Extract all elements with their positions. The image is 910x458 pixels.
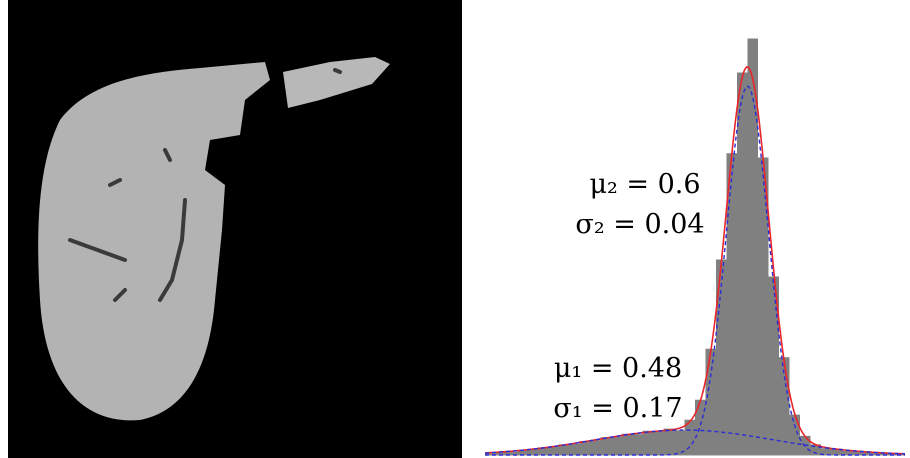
histogram-bar (790, 415, 801, 455)
sigma-label: σ₂ = 0.04 (575, 209, 704, 240)
histogram-bar (643, 431, 654, 455)
histogram-bar (601, 437, 612, 455)
histogram-bar (569, 444, 580, 455)
histogram-bar (632, 434, 643, 455)
figure: μ₁ = 0.48 σ₁ = 0.17 μ₂ = 0.6 σ₂ = 0.04 (0, 0, 910, 458)
mixture-curve (485, 67, 905, 454)
histogram-bar (664, 429, 675, 455)
mu-label: μ₂ = 0.6 (589, 169, 700, 200)
sigma-label: σ₁ = 0.17 (553, 393, 682, 424)
histogram-bar (590, 440, 601, 455)
histogram-bar (622, 434, 633, 455)
histogram-bar (548, 447, 559, 455)
component-curve (485, 86, 905, 455)
ct-image (8, 0, 462, 458)
histogram-bar (695, 400, 706, 455)
histogram-bar (737, 73, 748, 456)
mu-label: μ₁ = 0.48 (554, 353, 682, 384)
histogram-bar (716, 260, 727, 456)
histogram-bar (706, 349, 717, 455)
histogram-bar (653, 432, 664, 455)
histogram-bar (611, 437, 622, 455)
